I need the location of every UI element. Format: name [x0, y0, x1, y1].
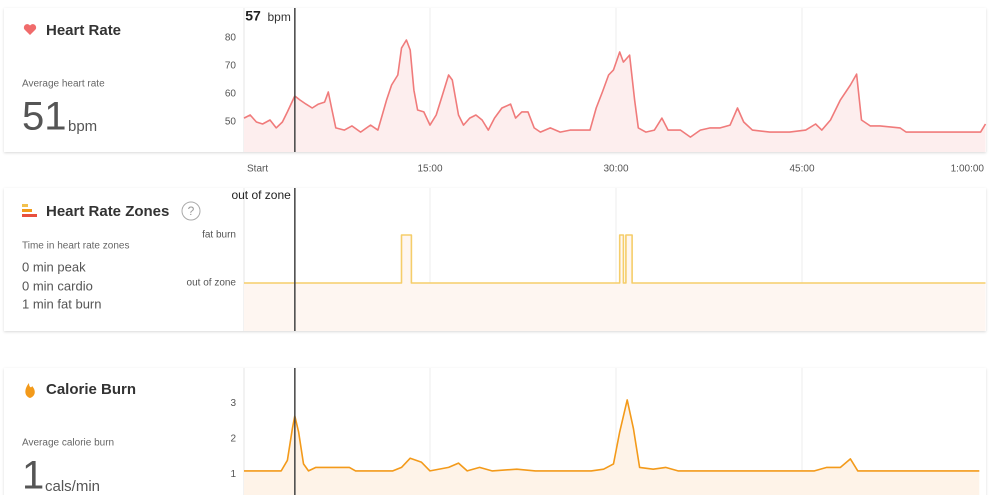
x-tick-label: 30:00 [603, 164, 628, 175]
card-title: Heart Rate [46, 22, 121, 39]
plot: out of zone fat burn out of zone [187, 188, 986, 331]
x-tick-label: Start [247, 164, 268, 175]
zones-icon [22, 204, 37, 217]
y-tick-label: 60 [225, 89, 237, 100]
card-title: Calorie Burn [46, 381, 136, 398]
cursor-unit: bpm [267, 10, 290, 24]
summary-line: 0 min peak [22, 259, 86, 274]
summary-line: 0 min cardio [22, 278, 93, 293]
cursor-value: 57 [245, 8, 261, 24]
y-tick-label: 80 [225, 33, 237, 44]
x-tick-label: 15:00 [417, 164, 442, 175]
data-line [243, 39, 987, 138]
data-line [244, 399, 980, 472]
stat-label: Average heart rate [22, 79, 105, 90]
help-icon[interactable] [181, 201, 201, 221]
stat-label: Average calorie burn [22, 438, 114, 449]
stat-value: 51 [22, 95, 67, 139]
y-tick-label: out of zone [187, 278, 237, 289]
stat-value: 1 [22, 454, 44, 495]
stat-label: Time in heart rate zones [22, 241, 129, 252]
cursor-label: out of zone [231, 188, 291, 202]
flame-icon [25, 383, 35, 398]
summary-line: 1 min fat burn [22, 296, 102, 311]
heart-icon [23, 24, 37, 35]
card-title: Heart Rate Zones [46, 203, 169, 220]
y-tick-label: 3 [230, 398, 236, 409]
y-tick-label: 1 [230, 469, 236, 480]
stat-unit: bpm [68, 118, 97, 135]
y-tick-label: 50 [225, 117, 237, 128]
y-tick-label: fat burn [202, 230, 236, 241]
plot: 50 60 70 80 57 bpm [225, 8, 987, 152]
data-line [244, 234, 986, 284]
x-tick-label: 45:00 [789, 164, 814, 175]
help-icon-glyph[interactable]: ? [188, 204, 195, 218]
x-tick-label: 1:00:00 [951, 164, 985, 175]
cards [4, 8, 986, 495]
plot: 1 2 3 [230, 368, 980, 495]
y-tick-label: 2 [230, 434, 236, 445]
stat-unit: cals/min [45, 478, 100, 495]
y-tick-label: 70 [225, 61, 237, 72]
